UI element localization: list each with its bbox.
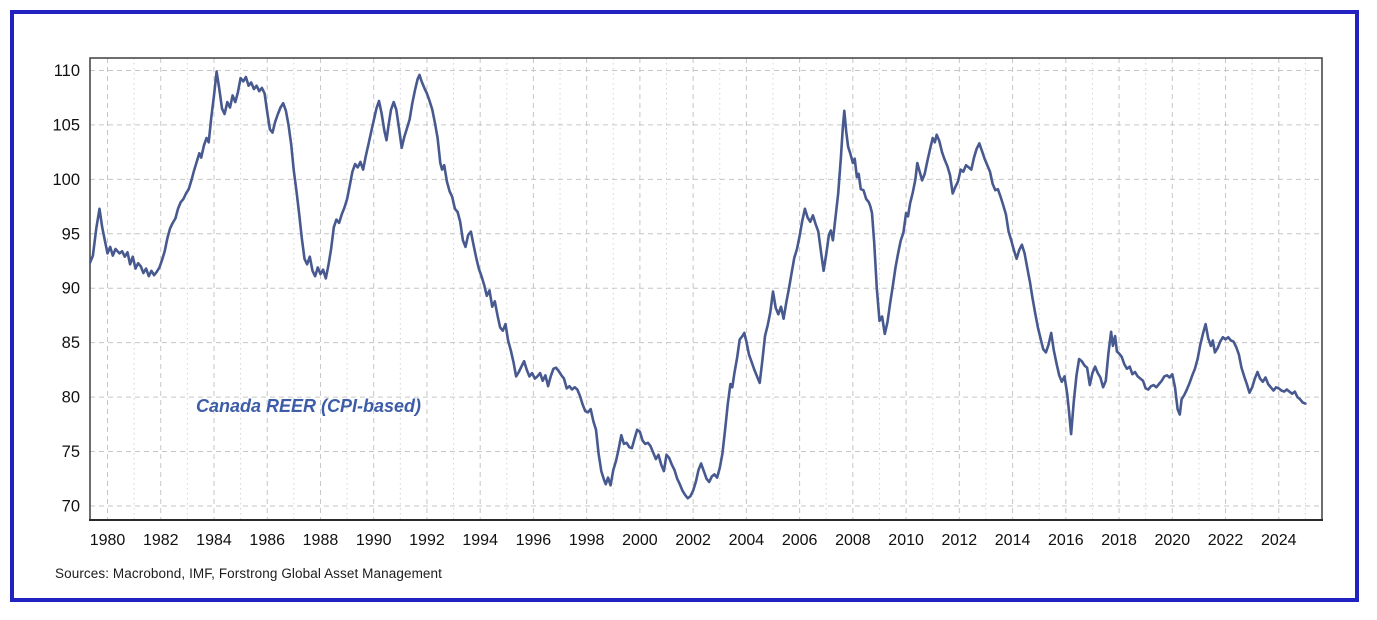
x-tick-label: 1994 [462, 532, 498, 549]
y-tick-label: 105 [52, 116, 80, 134]
x-tick-label: 2004 [729, 532, 765, 549]
y-tick-label: 80 [62, 389, 80, 407]
x-tick-label: 2008 [835, 532, 871, 549]
sources-note: Sources: Macrobond, IMF, Forstrong Globa… [55, 566, 442, 581]
chart-border-frame [10, 10, 1359, 602]
x-tick-label: 1996 [516, 532, 552, 549]
x-tick-label: 1980 [90, 532, 126, 549]
y-tick-label: 110 [54, 62, 80, 80]
x-tick-label: 1986 [249, 532, 285, 549]
y-tick-label: 90 [62, 280, 80, 298]
y-tick-label: 70 [62, 497, 80, 515]
y-tick-label: 75 [62, 443, 80, 461]
series-annotation-label: Canada REER (CPI-based) [196, 396, 421, 416]
x-tick-label: 1990 [356, 532, 392, 549]
x-tick-label: 2024 [1261, 532, 1297, 549]
x-tick-label: 1988 [303, 532, 339, 549]
x-tick-label: 2000 [622, 532, 658, 549]
x-tick-label: 2020 [1155, 532, 1191, 549]
y-tick-label: 95 [62, 225, 80, 243]
x-tick-label: 2010 [888, 532, 924, 549]
x-tick-label: 2014 [995, 532, 1031, 549]
x-tick-label: 2002 [675, 532, 711, 549]
x-tick-label: 1982 [143, 532, 179, 549]
x-tick-label: 2018 [1101, 532, 1137, 549]
x-tick-label: 1998 [569, 532, 605, 549]
y-tick-label: 100 [52, 171, 80, 189]
x-tick-label: 1984 [196, 532, 232, 549]
x-tick-label: 2016 [1048, 532, 1084, 549]
x-tick-label: 1992 [409, 532, 445, 549]
x-tick-label: 2006 [782, 532, 818, 549]
x-tick-label: 2022 [1208, 532, 1244, 549]
series-line [90, 70, 1307, 500]
y-tick-label: 85 [62, 334, 80, 352]
x-tick-label: 2012 [942, 532, 978, 549]
